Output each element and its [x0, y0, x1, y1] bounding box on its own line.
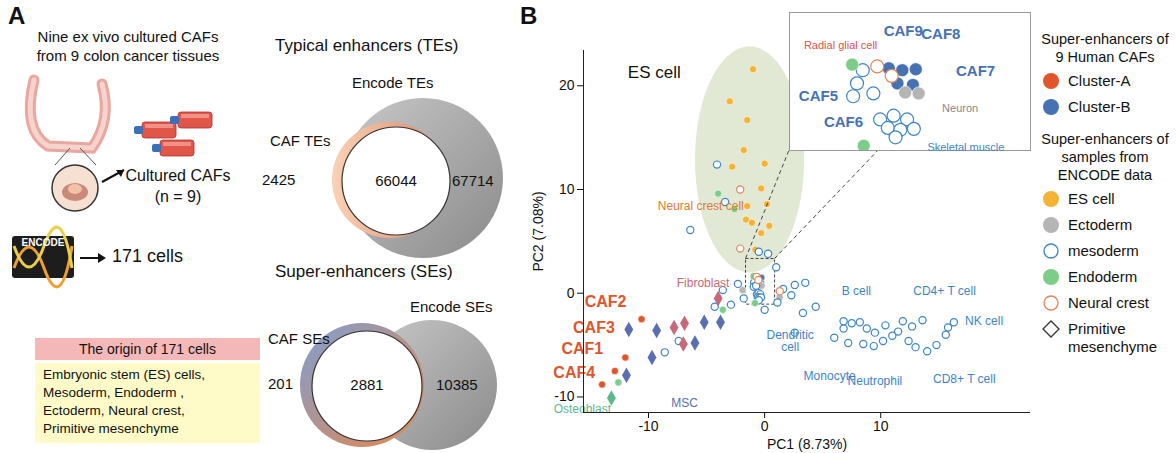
html-text:CAF TEs: CAF TEs [270, 132, 331, 149]
html-text:Primitive mesenchyme: Primitive mesenchyme [1068, 320, 1158, 355]
html-text:B: B [520, 2, 538, 29]
svg-text:CAF9: CAF9 [884, 22, 923, 39]
svg-text:10: 10 [559, 181, 575, 197]
svg-text:CAF6: CAF6 [824, 113, 863, 130]
html-text:Cultured CAFs: Cultured CAFs [125, 167, 231, 184]
svg-text:CAF8: CAF8 [921, 25, 960, 42]
html-text:Encode TEs: Encode TEs [352, 74, 434, 91]
html-text:ES cell: ES cell [1068, 190, 1115, 207]
svg-text:CAF3: CAF3 [573, 319, 615, 336]
svg-text:CAF5: CAF5 [799, 87, 838, 104]
html-text:Neural crest: Neural crest [1068, 294, 1149, 311]
html-text:Ectoderm: Ectoderm [1068, 216, 1133, 233]
html-text:Super-enhancers of samples fro: Super-enhancers of samples from ENCODE d… [1041, 131, 1169, 183]
svg-text:20: 20 [559, 77, 575, 93]
html-text:2425: 2425 [262, 171, 296, 188]
html-text:mesoderm: mesoderm [1068, 242, 1139, 259]
svg-text:Monocyte: Monocyte [803, 369, 856, 383]
svg-text:-10: -10 [554, 388, 575, 405]
svg-text:Dendriticcell: Dendriticcell [766, 328, 813, 354]
svg-text:10: 10 [873, 418, 889, 434]
svg-text:0: 0 [761, 418, 769, 434]
svg-text:CAF2: CAF2 [585, 293, 627, 310]
svg-text:PC1 (8.73%): PC1 (8.73%) [767, 436, 847, 452]
svg-text:CD8+ T cell: CD8+ T cell [933, 372, 996, 386]
html-text:67714: 67714 [452, 172, 494, 189]
svg-text:Neural crest cell: Neural crest cell [658, 199, 744, 213]
svg-text:Radial glial cell: Radial glial cell [804, 39, 877, 51]
svg-text:ES cell: ES cell [628, 63, 681, 82]
html-text:Mesoderm, Endoderm ,: Mesoderm, Endoderm , [43, 385, 185, 400]
html-text:Super-enhancers (SEs): Super-enhancers (SEs) [275, 262, 453, 281]
html-text:Typical enhancers (TEs): Typical enhancers (TEs) [275, 36, 459, 55]
svg-text:-10: -10 [638, 418, 658, 434]
svg-text:B cell: B cell [842, 284, 871, 298]
html-text:Primitive mesenchyme: Primitive mesenchyme [43, 421, 179, 436]
html-text:201: 201 [268, 375, 293, 392]
svg-text:CAF4: CAF4 [553, 364, 595, 381]
svg-text:Neutrophil: Neutrophil [848, 374, 903, 388]
html-text:A: A [8, 2, 26, 29]
html-text:Embryonic stem (ES) cells,: Embryonic stem (ES) cells, [43, 367, 205, 382]
svg-text:Osteoblast: Osteoblast [554, 402, 612, 416]
html-text:Cluster-B: Cluster-B [1068, 98, 1131, 115]
html-text:Nine ex vivo cultured CAFs: Nine ex vivo cultured CAFs [37, 28, 219, 45]
svg-text:CAF7: CAF7 [956, 62, 995, 79]
svg-text:CAF1: CAF1 [561, 340, 603, 357]
svg-text:ENCODE: ENCODE [22, 237, 65, 248]
html-text:66044: 66044 [375, 172, 417, 189]
html-text:171 cells: 171 cells [112, 246, 183, 266]
svg-text:0: 0 [567, 285, 575, 301]
html-text:Endoderm: Endoderm [1068, 268, 1138, 285]
html-text:The origin of 171 cells: The origin of 171 cells [79, 341, 216, 357]
html-text:Cluster-A: Cluster-A [1068, 72, 1131, 89]
html-text:10385: 10385 [436, 376, 478, 393]
html-text:CAF SEs: CAF SEs [268, 330, 330, 347]
html-text:Ectoderm, Neural crest,: Ectoderm, Neural crest, [43, 403, 185, 418]
html-text:(n = 9): (n = 9) [154, 188, 202, 205]
html-text:Encode SEs: Encode SEs [410, 298, 493, 315]
html-text:from 9 colon cancer tissues: from 9 colon cancer tissues [36, 47, 220, 64]
svg-text:CD4+ T cell: CD4+ T cell [913, 284, 976, 298]
html-text:2881: 2881 [350, 376, 384, 393]
svg-text:Fibroblast: Fibroblast [677, 276, 730, 290]
svg-text:NK cell: NK cell [965, 314, 1003, 328]
svg-text:MSC: MSC [671, 396, 698, 410]
svg-text:PC2 (7.08%): PC2 (7.08%) [530, 191, 546, 271]
svg-text:Skeletal muscle: Skeletal muscle [927, 141, 1004, 153]
html-text:Super-enhancers of 9 Human CAF: Super-enhancers of 9 Human CAFs [1041, 31, 1169, 65]
svg-text:Neuron: Neuron [942, 102, 978, 114]
